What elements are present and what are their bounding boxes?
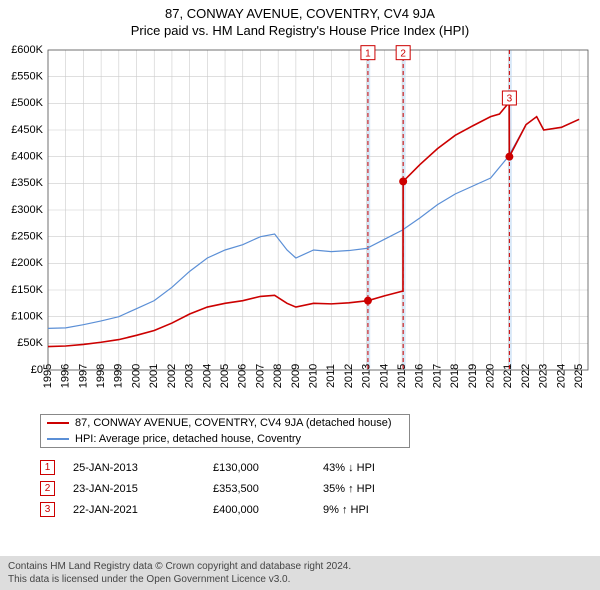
svg-text:2007: 2007 bbox=[254, 364, 266, 388]
footer-line-1: Contains HM Land Registry data © Crown c… bbox=[8, 560, 592, 573]
svg-text:2015: 2015 bbox=[396, 364, 408, 388]
sale-price: £400,000 bbox=[213, 504, 323, 516]
svg-text:2016: 2016 bbox=[414, 364, 426, 388]
svg-text:2006: 2006 bbox=[237, 364, 249, 388]
chart-container: 87, CONWAY AVENUE, COVENTRY, CV4 9JA Pri… bbox=[0, 0, 600, 590]
svg-text:£500K: £500K bbox=[11, 97, 43, 109]
svg-text:£400K: £400K bbox=[11, 151, 43, 163]
svg-text:2014: 2014 bbox=[378, 364, 390, 388]
svg-text:2019: 2019 bbox=[467, 364, 479, 388]
sale-price: £130,000 bbox=[213, 462, 323, 474]
svg-text:2020: 2020 bbox=[485, 364, 497, 388]
sale-number-box: 3 bbox=[40, 502, 55, 517]
sale-price: £353,500 bbox=[213, 483, 323, 495]
svg-text:£550K: £550K bbox=[11, 71, 43, 83]
legend-label: HPI: Average price, detached house, Cove… bbox=[75, 433, 301, 445]
svg-text:£50K: £50K bbox=[17, 337, 43, 349]
svg-text:2018: 2018 bbox=[449, 364, 461, 388]
svg-text:1: 1 bbox=[365, 48, 371, 59]
sale-row: 1 25-JAN-2013£130,00043% ↓ HPI bbox=[40, 460, 443, 475]
svg-text:£100K: £100K bbox=[11, 311, 43, 323]
svg-text:3: 3 bbox=[507, 94, 513, 105]
svg-text:2024: 2024 bbox=[555, 364, 567, 388]
svg-text:2005: 2005 bbox=[219, 364, 231, 388]
svg-text:2002: 2002 bbox=[166, 364, 178, 388]
svg-text:£150K: £150K bbox=[11, 284, 43, 296]
svg-text:2013: 2013 bbox=[361, 364, 373, 388]
svg-text:1999: 1999 bbox=[113, 364, 125, 388]
svg-text:£600K: £600K bbox=[11, 44, 43, 56]
legend-label: 87, CONWAY AVENUE, COVENTRY, CV4 9JA (de… bbox=[75, 417, 392, 429]
svg-text:1996: 1996 bbox=[60, 364, 72, 388]
svg-text:2010: 2010 bbox=[307, 364, 319, 388]
sales-table: 1 25-JAN-2013£130,00043% ↓ HPI 2 23-JAN-201… bbox=[40, 460, 443, 523]
chart-svg: £0£50K£100K£150K£200K£250K£300K£350K£400… bbox=[0, 0, 600, 414]
svg-text:£250K: £250K bbox=[11, 231, 43, 243]
sale-number-box: 2 bbox=[40, 481, 55, 496]
svg-text:2023: 2023 bbox=[538, 364, 550, 388]
svg-text:£350K: £350K bbox=[11, 177, 43, 189]
legend-item: HPI: Average price, detached house, Cove… bbox=[41, 431, 409, 447]
svg-text:1997: 1997 bbox=[77, 364, 89, 388]
sale-delta: 35% ↑ HPI bbox=[323, 483, 443, 495]
svg-text:1998: 1998 bbox=[95, 364, 107, 388]
sale-row: 2 23-JAN-2015£353,50035% ↑ HPI bbox=[40, 481, 443, 496]
sale-row: 3 22-JAN-2021£400,0009% ↑ HPI bbox=[40, 502, 443, 517]
svg-text:2022: 2022 bbox=[520, 364, 532, 388]
svg-text:2008: 2008 bbox=[272, 364, 284, 388]
legend-item: 87, CONWAY AVENUE, COVENTRY, CV4 9JA (de… bbox=[41, 415, 409, 431]
svg-text:2011: 2011 bbox=[325, 364, 337, 388]
svg-text:2009: 2009 bbox=[290, 364, 302, 388]
sale-delta: 43% ↓ HPI bbox=[323, 462, 443, 474]
svg-text:£200K: £200K bbox=[11, 257, 43, 269]
svg-text:2012: 2012 bbox=[343, 364, 355, 388]
sale-date: 25-JAN-2013 bbox=[73, 462, 213, 474]
sale-delta: 9% ↑ HPI bbox=[323, 504, 443, 516]
footer: Contains HM Land Registry data © Crown c… bbox=[0, 556, 600, 590]
svg-text:2004: 2004 bbox=[201, 364, 213, 388]
svg-text:£300K: £300K bbox=[11, 204, 43, 216]
svg-text:2021: 2021 bbox=[502, 364, 514, 388]
svg-text:£450K: £450K bbox=[11, 124, 43, 136]
svg-text:2: 2 bbox=[400, 48, 406, 59]
footer-line-2: This data is licensed under the Open Gov… bbox=[8, 573, 592, 586]
legend-swatch bbox=[47, 438, 69, 440]
svg-text:2003: 2003 bbox=[184, 364, 196, 388]
svg-text:2000: 2000 bbox=[130, 364, 142, 388]
sale-number-box: 1 bbox=[40, 460, 55, 475]
svg-text:2025: 2025 bbox=[573, 364, 585, 388]
svg-text:2017: 2017 bbox=[431, 364, 443, 388]
svg-text:2001: 2001 bbox=[148, 364, 160, 388]
sale-date: 23-JAN-2015 bbox=[73, 483, 213, 495]
sale-date: 22-JAN-2021 bbox=[73, 504, 213, 516]
legend-swatch bbox=[47, 422, 69, 424]
legend-box: 87, CONWAY AVENUE, COVENTRY, CV4 9JA (de… bbox=[40, 414, 410, 448]
